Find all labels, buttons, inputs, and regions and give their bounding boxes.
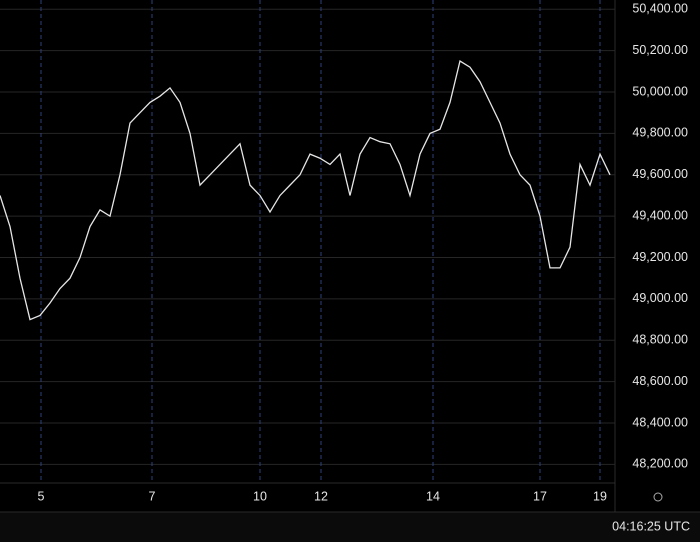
y-tick-label: 48,800.00 xyxy=(632,333,688,347)
x-tick-label: 5 xyxy=(38,489,45,503)
settings-icon[interactable] xyxy=(653,492,663,502)
y-tick-label: 49,400.00 xyxy=(632,208,688,222)
y-tick-label: 49,000.00 xyxy=(632,291,688,305)
x-tick-label: 10 xyxy=(253,489,267,503)
price-line xyxy=(0,59,611,321)
x-tick-label: 17 xyxy=(533,489,547,503)
y-tick-label: 49,600.00 xyxy=(632,167,688,181)
y-tick-label: 48,400.00 xyxy=(632,415,688,429)
y-tick-label: 50,200.00 xyxy=(632,43,688,57)
y-tick-label: 50,000.00 xyxy=(632,84,688,98)
y-tick-label: 49,200.00 xyxy=(632,250,688,264)
y-tick-label: 48,200.00 xyxy=(632,457,688,471)
footer-bar xyxy=(0,512,700,542)
y-tick-label: 50,400.00 xyxy=(632,2,688,16)
x-tick-label: 14 xyxy=(426,489,440,503)
x-tick-label: 7 xyxy=(149,489,156,503)
y-tick-label: 49,800.00 xyxy=(632,126,688,140)
x-tick-label: 19 xyxy=(593,489,607,503)
clock: 04:16:25 UTC xyxy=(612,519,690,533)
y-tick-label: 48,600.00 xyxy=(632,374,688,388)
x-tick-label: 12 xyxy=(314,489,328,503)
